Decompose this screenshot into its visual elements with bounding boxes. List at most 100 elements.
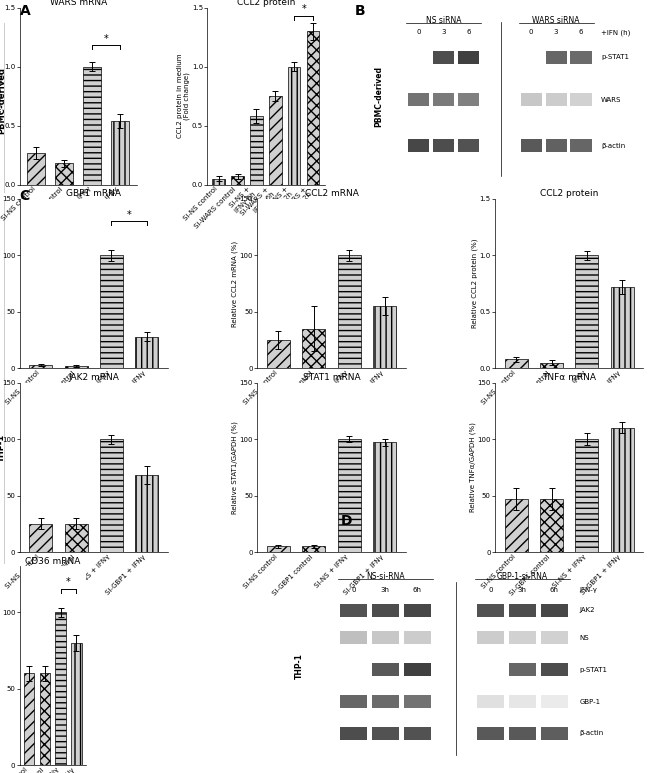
Text: 0: 0 — [529, 29, 534, 36]
Bar — [458, 93, 480, 107]
Bar — [477, 632, 504, 645]
Text: 3: 3 — [441, 29, 446, 36]
Bar — [571, 93, 592, 107]
Bar — [404, 604, 431, 617]
Bar — [40, 673, 50, 765]
Text: 6: 6 — [467, 29, 471, 36]
Bar — [404, 632, 431, 645]
Text: 3: 3 — [554, 29, 558, 36]
Bar — [373, 306, 396, 368]
Title: GBP1 mRNA: GBP1 mRNA — [66, 189, 122, 198]
Y-axis label: CCL2 protein in medium
(Fold change): CCL2 protein in medium (Fold change) — [177, 54, 190, 138]
Text: β-actin: β-actin — [580, 730, 604, 737]
Bar — [267, 340, 290, 368]
Bar — [55, 612, 66, 765]
Text: THP-1: THP-1 — [0, 434, 6, 462]
Bar — [509, 604, 536, 617]
Y-axis label: Relative WARS/GAPDH
(Fold change): Relative WARS/GAPDH (Fold change) — [0, 57, 3, 135]
Text: *: * — [66, 577, 71, 587]
Bar — [24, 673, 34, 765]
Text: *: * — [127, 209, 131, 220]
Bar — [338, 439, 361, 552]
Bar — [408, 93, 430, 107]
Text: IFN-γ: IFN-γ — [580, 587, 597, 593]
Bar — [504, 359, 528, 368]
Title: CCL2 protein: CCL2 protein — [237, 0, 295, 7]
Bar — [64, 524, 88, 552]
Text: D: D — [341, 514, 353, 528]
Bar — [611, 427, 634, 552]
Bar — [541, 663, 568, 676]
Bar — [509, 663, 536, 676]
Bar — [29, 524, 52, 552]
Bar — [100, 255, 123, 368]
Text: 6: 6 — [579, 29, 583, 36]
Bar — [571, 50, 592, 64]
Title: WARS mRNA: WARS mRNA — [49, 0, 107, 7]
Bar — [541, 632, 568, 645]
Bar — [521, 139, 542, 152]
Bar — [135, 337, 159, 368]
Text: GBP-1-si-RNA: GBP-1-si-RNA — [497, 572, 548, 581]
Bar — [340, 695, 367, 708]
Bar — [541, 695, 568, 708]
Bar — [111, 121, 129, 185]
Text: NS-si-RNA: NS-si-RNA — [366, 572, 405, 581]
Bar — [541, 604, 568, 617]
Bar — [571, 139, 592, 152]
Text: NS: NS — [580, 635, 590, 641]
Title: TNFα mRNA: TNFα mRNA — [542, 373, 596, 382]
Bar — [540, 363, 563, 368]
Bar — [302, 547, 325, 552]
Bar — [575, 439, 599, 552]
Text: 0: 0 — [417, 29, 421, 36]
Bar — [545, 139, 567, 152]
Bar — [611, 287, 634, 368]
Bar — [55, 163, 73, 185]
Bar — [433, 50, 454, 64]
Bar — [404, 695, 431, 708]
Bar — [509, 727, 536, 740]
Title: JAK2 mRNA: JAK2 mRNA — [68, 373, 119, 382]
Bar — [433, 93, 454, 107]
Text: 0: 0 — [488, 587, 493, 593]
Bar — [302, 329, 325, 368]
Bar — [267, 547, 290, 552]
Text: THP-1: THP-1 — [295, 653, 304, 679]
Bar — [307, 31, 319, 185]
Bar — [545, 93, 567, 107]
Text: 3h: 3h — [518, 587, 527, 593]
Text: 3h: 3h — [381, 587, 390, 593]
Bar — [477, 695, 504, 708]
Title: CCL2 mRNA: CCL2 mRNA — [305, 189, 358, 198]
Text: +IFN (h): +IFN (h) — [601, 29, 630, 36]
Text: PBMC-derived: PBMC-derived — [374, 66, 384, 127]
Bar — [100, 439, 123, 552]
Bar — [250, 116, 263, 185]
Text: p-STAT1: p-STAT1 — [580, 667, 608, 673]
Title: STAT1 mRNA: STAT1 mRNA — [303, 373, 360, 382]
Bar — [72, 643, 81, 765]
Y-axis label: Relative CCL2 mRNA (%): Relative CCL2 mRNA (%) — [231, 240, 238, 327]
Title: CCL2 protein: CCL2 protein — [540, 189, 599, 198]
Text: PBMC-derived: PBMC-derived — [0, 67, 6, 134]
Bar — [372, 695, 399, 708]
Text: GBP-1: GBP-1 — [580, 699, 601, 705]
Bar — [288, 66, 300, 185]
Bar — [27, 153, 46, 185]
Bar — [477, 604, 504, 617]
Bar — [509, 632, 536, 645]
Bar — [372, 663, 399, 676]
Text: *: * — [302, 4, 306, 14]
Bar — [340, 632, 367, 645]
Bar — [509, 695, 536, 708]
Text: JAK2: JAK2 — [580, 607, 595, 613]
Text: C: C — [20, 189, 30, 203]
Text: β-actin: β-actin — [601, 143, 625, 148]
Text: 6h: 6h — [413, 587, 422, 593]
Text: *: * — [104, 34, 109, 44]
Bar — [231, 176, 244, 185]
Bar — [29, 365, 52, 368]
Text: p-STAT1: p-STAT1 — [601, 54, 629, 60]
Bar — [433, 139, 454, 152]
